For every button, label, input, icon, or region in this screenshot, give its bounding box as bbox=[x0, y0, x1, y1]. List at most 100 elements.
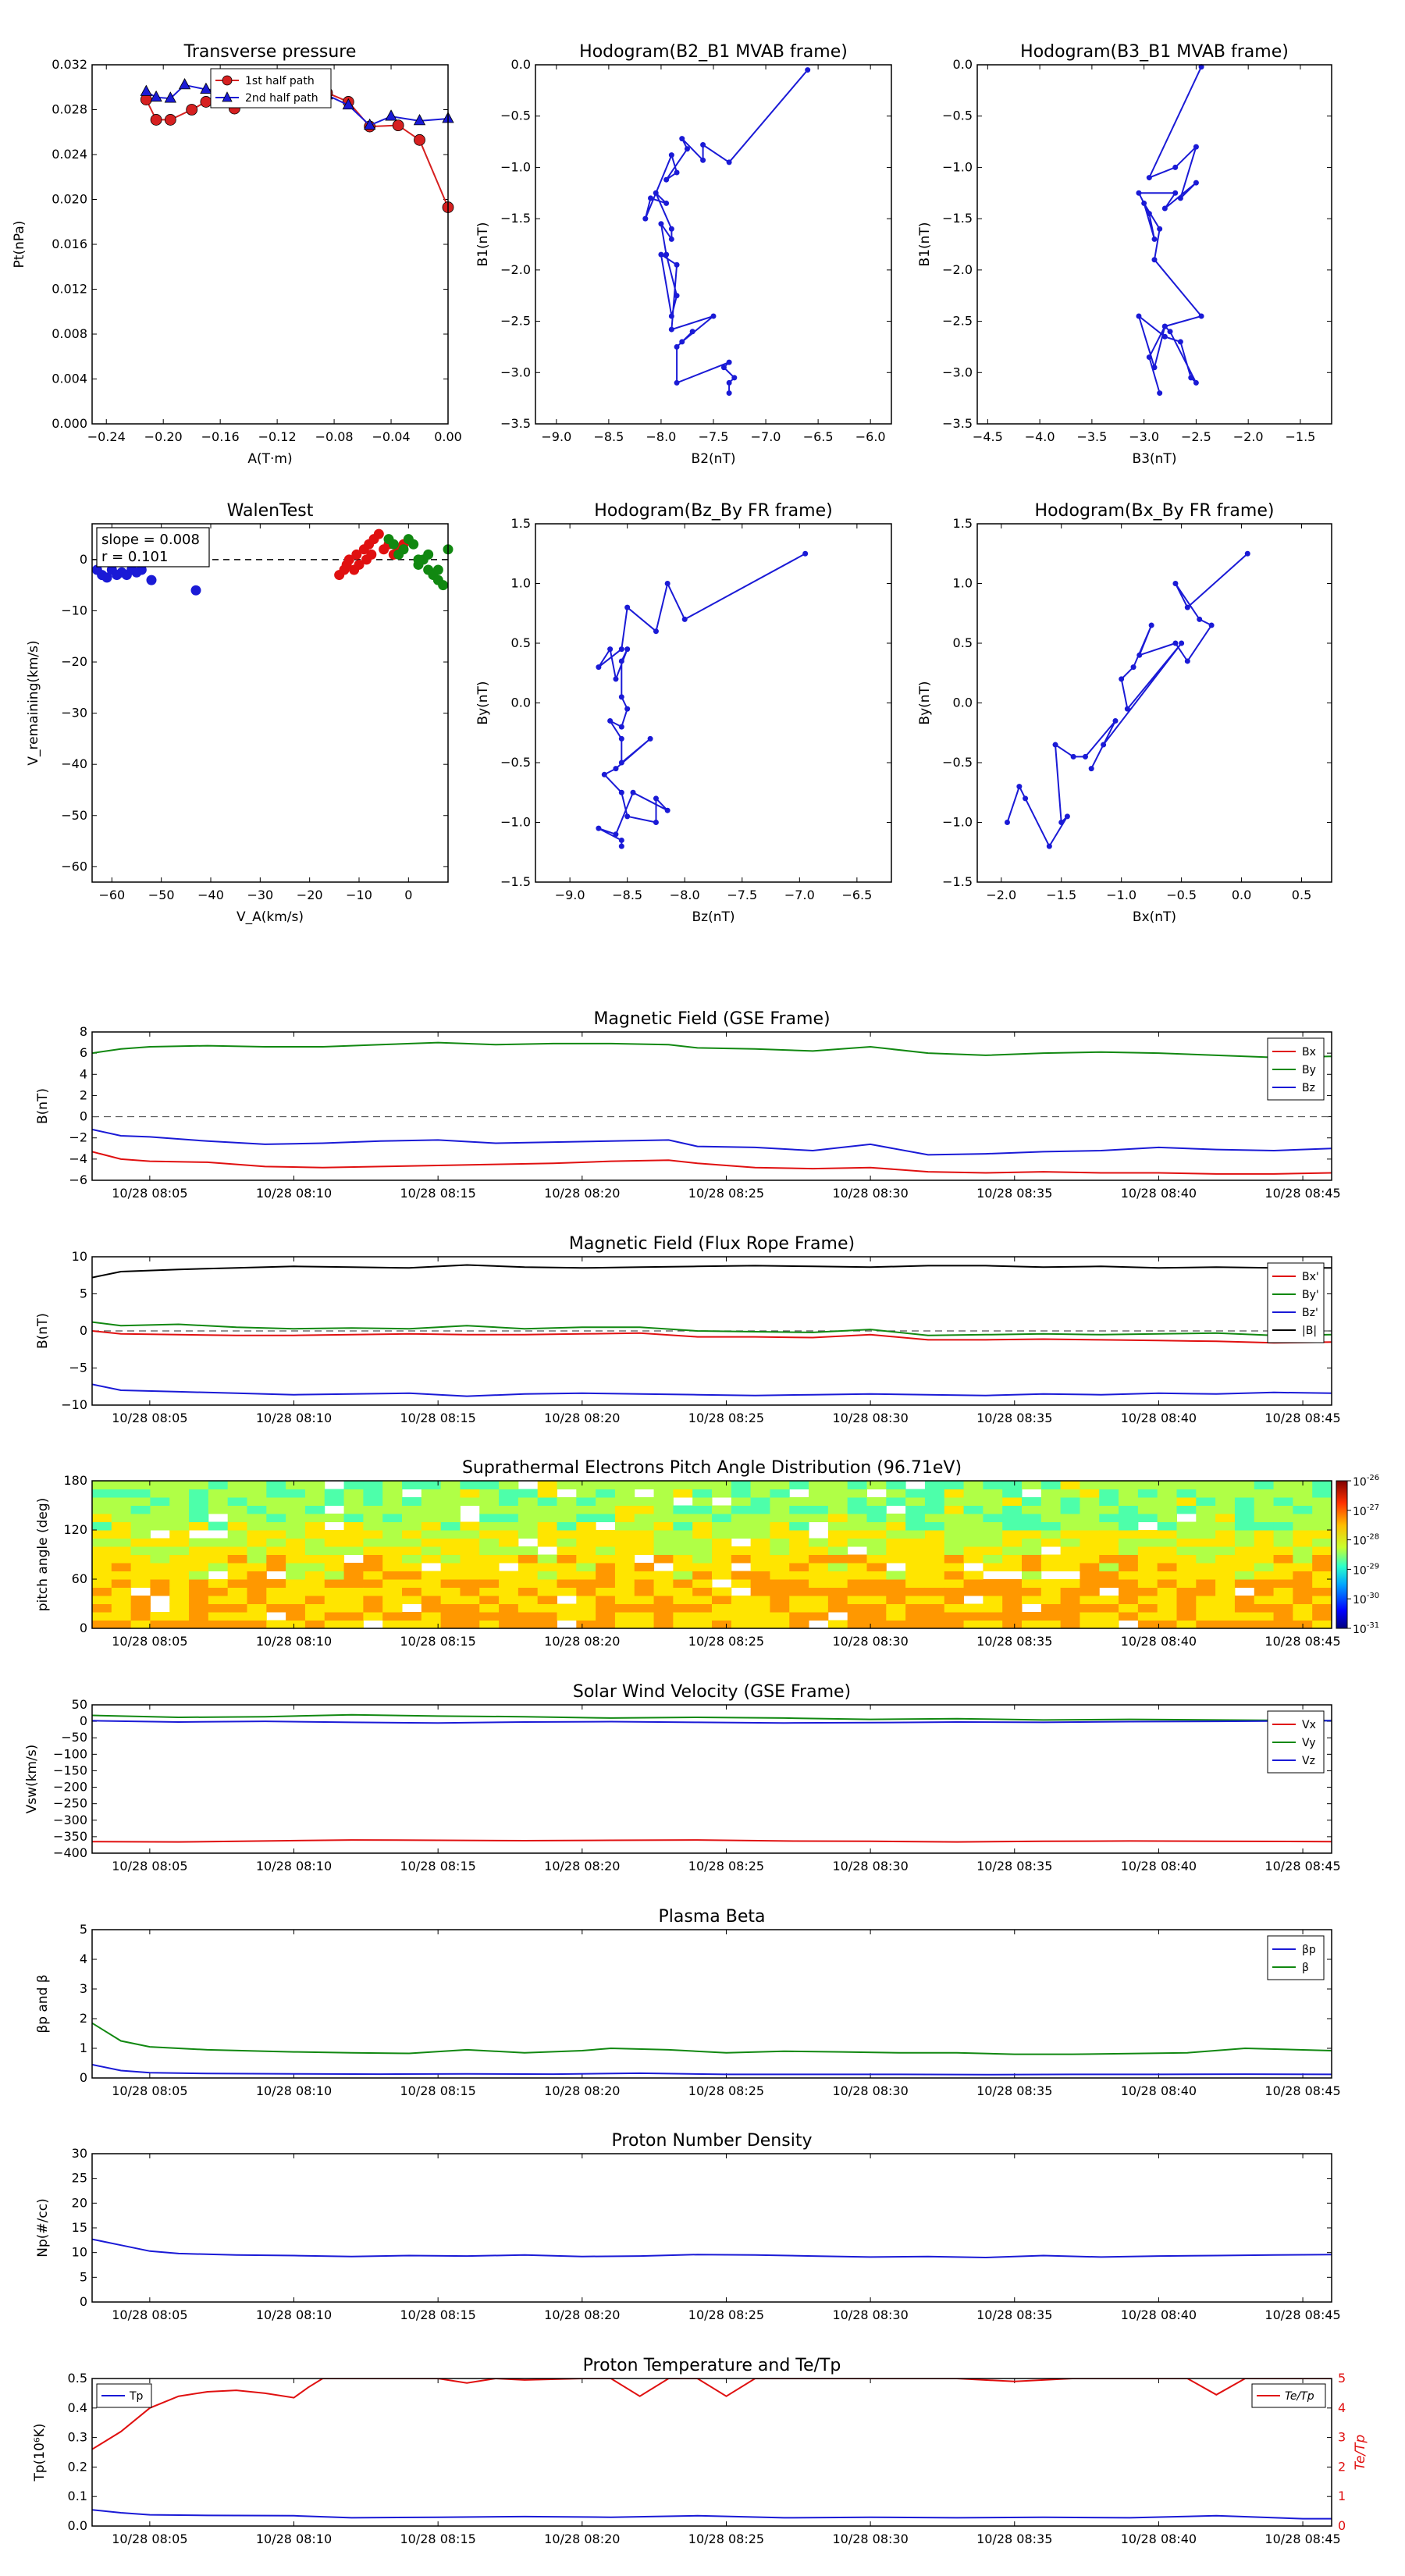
heatmap-cell bbox=[1215, 1579, 1236, 1588]
data-point bbox=[674, 262, 680, 268]
heatmap-cell bbox=[866, 1587, 887, 1596]
y-tick-label: −350 bbox=[53, 1829, 87, 1844]
heatmap-cell bbox=[866, 1505, 887, 1514]
heatmap-cell bbox=[286, 1514, 306, 1522]
y-tick-label: 0.0 bbox=[511, 696, 531, 710]
heatmap-cell bbox=[1273, 1563, 1293, 1571]
plot-frame bbox=[91, 64, 449, 425]
heatmap-cell bbox=[614, 1579, 635, 1588]
series-line-Te-Tp bbox=[92, 2379, 1332, 2450]
x-tick-label: −4.5 bbox=[973, 429, 1003, 444]
heatmap-cell bbox=[1234, 1514, 1255, 1522]
heatmap-cell bbox=[1040, 1579, 1062, 1588]
x-tick-label: −8.5 bbox=[612, 888, 642, 902]
heatmap-cell bbox=[169, 1546, 190, 1555]
colorbar-tick-label: 10-26 bbox=[1353, 1474, 1379, 1489]
heatmap-cell bbox=[1119, 1521, 1139, 1531]
heatmap-cell bbox=[1080, 1596, 1100, 1604]
heatmap-cell bbox=[750, 1571, 770, 1580]
heatmap-cell bbox=[1293, 1579, 1313, 1588]
heatmap-cell bbox=[1099, 1571, 1119, 1580]
data-point bbox=[164, 114, 176, 126]
heatmap-cell bbox=[1099, 1554, 1119, 1564]
x-tick-label: 10/28 08:05 bbox=[112, 1859, 187, 1873]
heatmap-cell bbox=[770, 1481, 790, 1489]
heatmap-cell bbox=[266, 1546, 286, 1555]
legend-label: |B| bbox=[1302, 1325, 1317, 1337]
heatmap-cell bbox=[286, 1579, 306, 1588]
heatmap-cell bbox=[1040, 1505, 1062, 1514]
heatmap-cell bbox=[847, 1579, 867, 1588]
heatmap-cell bbox=[1196, 1612, 1216, 1621]
legend-left: Tp bbox=[96, 2383, 152, 2408]
legend-label: Bz' bbox=[1302, 1307, 1318, 1319]
y-tick-label: −4 bbox=[69, 1151, 87, 1166]
heatmap-cell bbox=[770, 1587, 790, 1596]
heatmap-cell bbox=[886, 1514, 906, 1522]
heatmap-cell bbox=[130, 1596, 151, 1604]
heatmap-cell bbox=[247, 1612, 267, 1621]
heatmap-cell bbox=[382, 1620, 403, 1629]
heatmap-cell bbox=[1215, 1546, 1236, 1555]
x-tick-label: 10/28 08:45 bbox=[1264, 1411, 1340, 1425]
heatmap-cell bbox=[789, 1546, 809, 1555]
heatmap-cell bbox=[537, 1554, 557, 1564]
heatmap-cell bbox=[1176, 1554, 1197, 1564]
heatmap-cell bbox=[499, 1596, 519, 1604]
heatmap-cell bbox=[460, 1596, 480, 1604]
heatmap-cell bbox=[614, 1481, 635, 1489]
heatmap-cell bbox=[286, 1521, 306, 1531]
data-point bbox=[1193, 144, 1199, 150]
data-point bbox=[1016, 784, 1023, 790]
plot-frame bbox=[91, 1480, 1332, 1629]
y-tick-label: −10 bbox=[61, 1397, 87, 1412]
heatmap-cell bbox=[382, 1612, 403, 1621]
heatmap-cell bbox=[1080, 1489, 1100, 1498]
x-tick-label: 10/28 08:40 bbox=[1121, 2083, 1197, 2098]
heatmap-cell bbox=[189, 1514, 209, 1522]
heatmap-cell bbox=[963, 1505, 984, 1514]
y-tick-label: 180 bbox=[63, 1473, 87, 1488]
data-point bbox=[1124, 706, 1130, 712]
heatmap-cell bbox=[518, 1563, 539, 1571]
heatmap-cell bbox=[286, 1497, 306, 1506]
heatmap-cell bbox=[1254, 1521, 1275, 1531]
heatmap-cell bbox=[1080, 1571, 1100, 1580]
heatmap-cell bbox=[944, 1521, 965, 1531]
heatmap-cell bbox=[1273, 1579, 1293, 1588]
heatmap-cell bbox=[905, 1612, 926, 1621]
heatmap-cell bbox=[1099, 1612, 1119, 1621]
x-tick-label: 0 bbox=[404, 888, 412, 902]
heatmap-cell bbox=[614, 1514, 635, 1522]
heatmap-cell bbox=[731, 1571, 752, 1580]
heatmap-cell bbox=[111, 1530, 132, 1539]
heatmap-cell bbox=[363, 1497, 383, 1506]
heatmap-cell bbox=[440, 1554, 461, 1564]
heatmap-cell bbox=[924, 1620, 945, 1629]
heatmap-cell bbox=[809, 1587, 829, 1596]
heatmap-cell bbox=[479, 1579, 500, 1588]
x-tick-label: 10/28 08:40 bbox=[1121, 1634, 1197, 1649]
x-axis-label: B3(nT) bbox=[1133, 451, 1177, 467]
heatmap-cell bbox=[286, 1505, 306, 1514]
heatmap-cell bbox=[266, 1489, 286, 1498]
heatmap-cell bbox=[576, 1620, 596, 1629]
heatmap-cell bbox=[499, 1620, 519, 1629]
heatmap-cell bbox=[750, 1538, 770, 1547]
heatmap-cell bbox=[247, 1521, 267, 1531]
heatmap-cell bbox=[266, 1481, 286, 1489]
heatmap-cell bbox=[1002, 1514, 1023, 1522]
chart-hodo3: Hodogram(Bz_By FR frame)−1.5−1.0−0.50.00… bbox=[475, 501, 892, 925]
heatmap-cell bbox=[382, 1514, 403, 1522]
heatmap-cell bbox=[189, 1603, 209, 1613]
heatmap-cell bbox=[247, 1563, 267, 1571]
heatmap-cell bbox=[1176, 1587, 1197, 1596]
heatmap-cell bbox=[712, 1530, 732, 1539]
heatmap-cell bbox=[1137, 1530, 1158, 1539]
heatmap-cell bbox=[402, 1530, 422, 1539]
heatmap-cell bbox=[402, 1505, 422, 1514]
heatmap-cell bbox=[227, 1571, 247, 1580]
heatmap-cell bbox=[692, 1571, 713, 1580]
heatmap-cell bbox=[1234, 1521, 1255, 1531]
heatmap-cell bbox=[673, 1571, 693, 1580]
